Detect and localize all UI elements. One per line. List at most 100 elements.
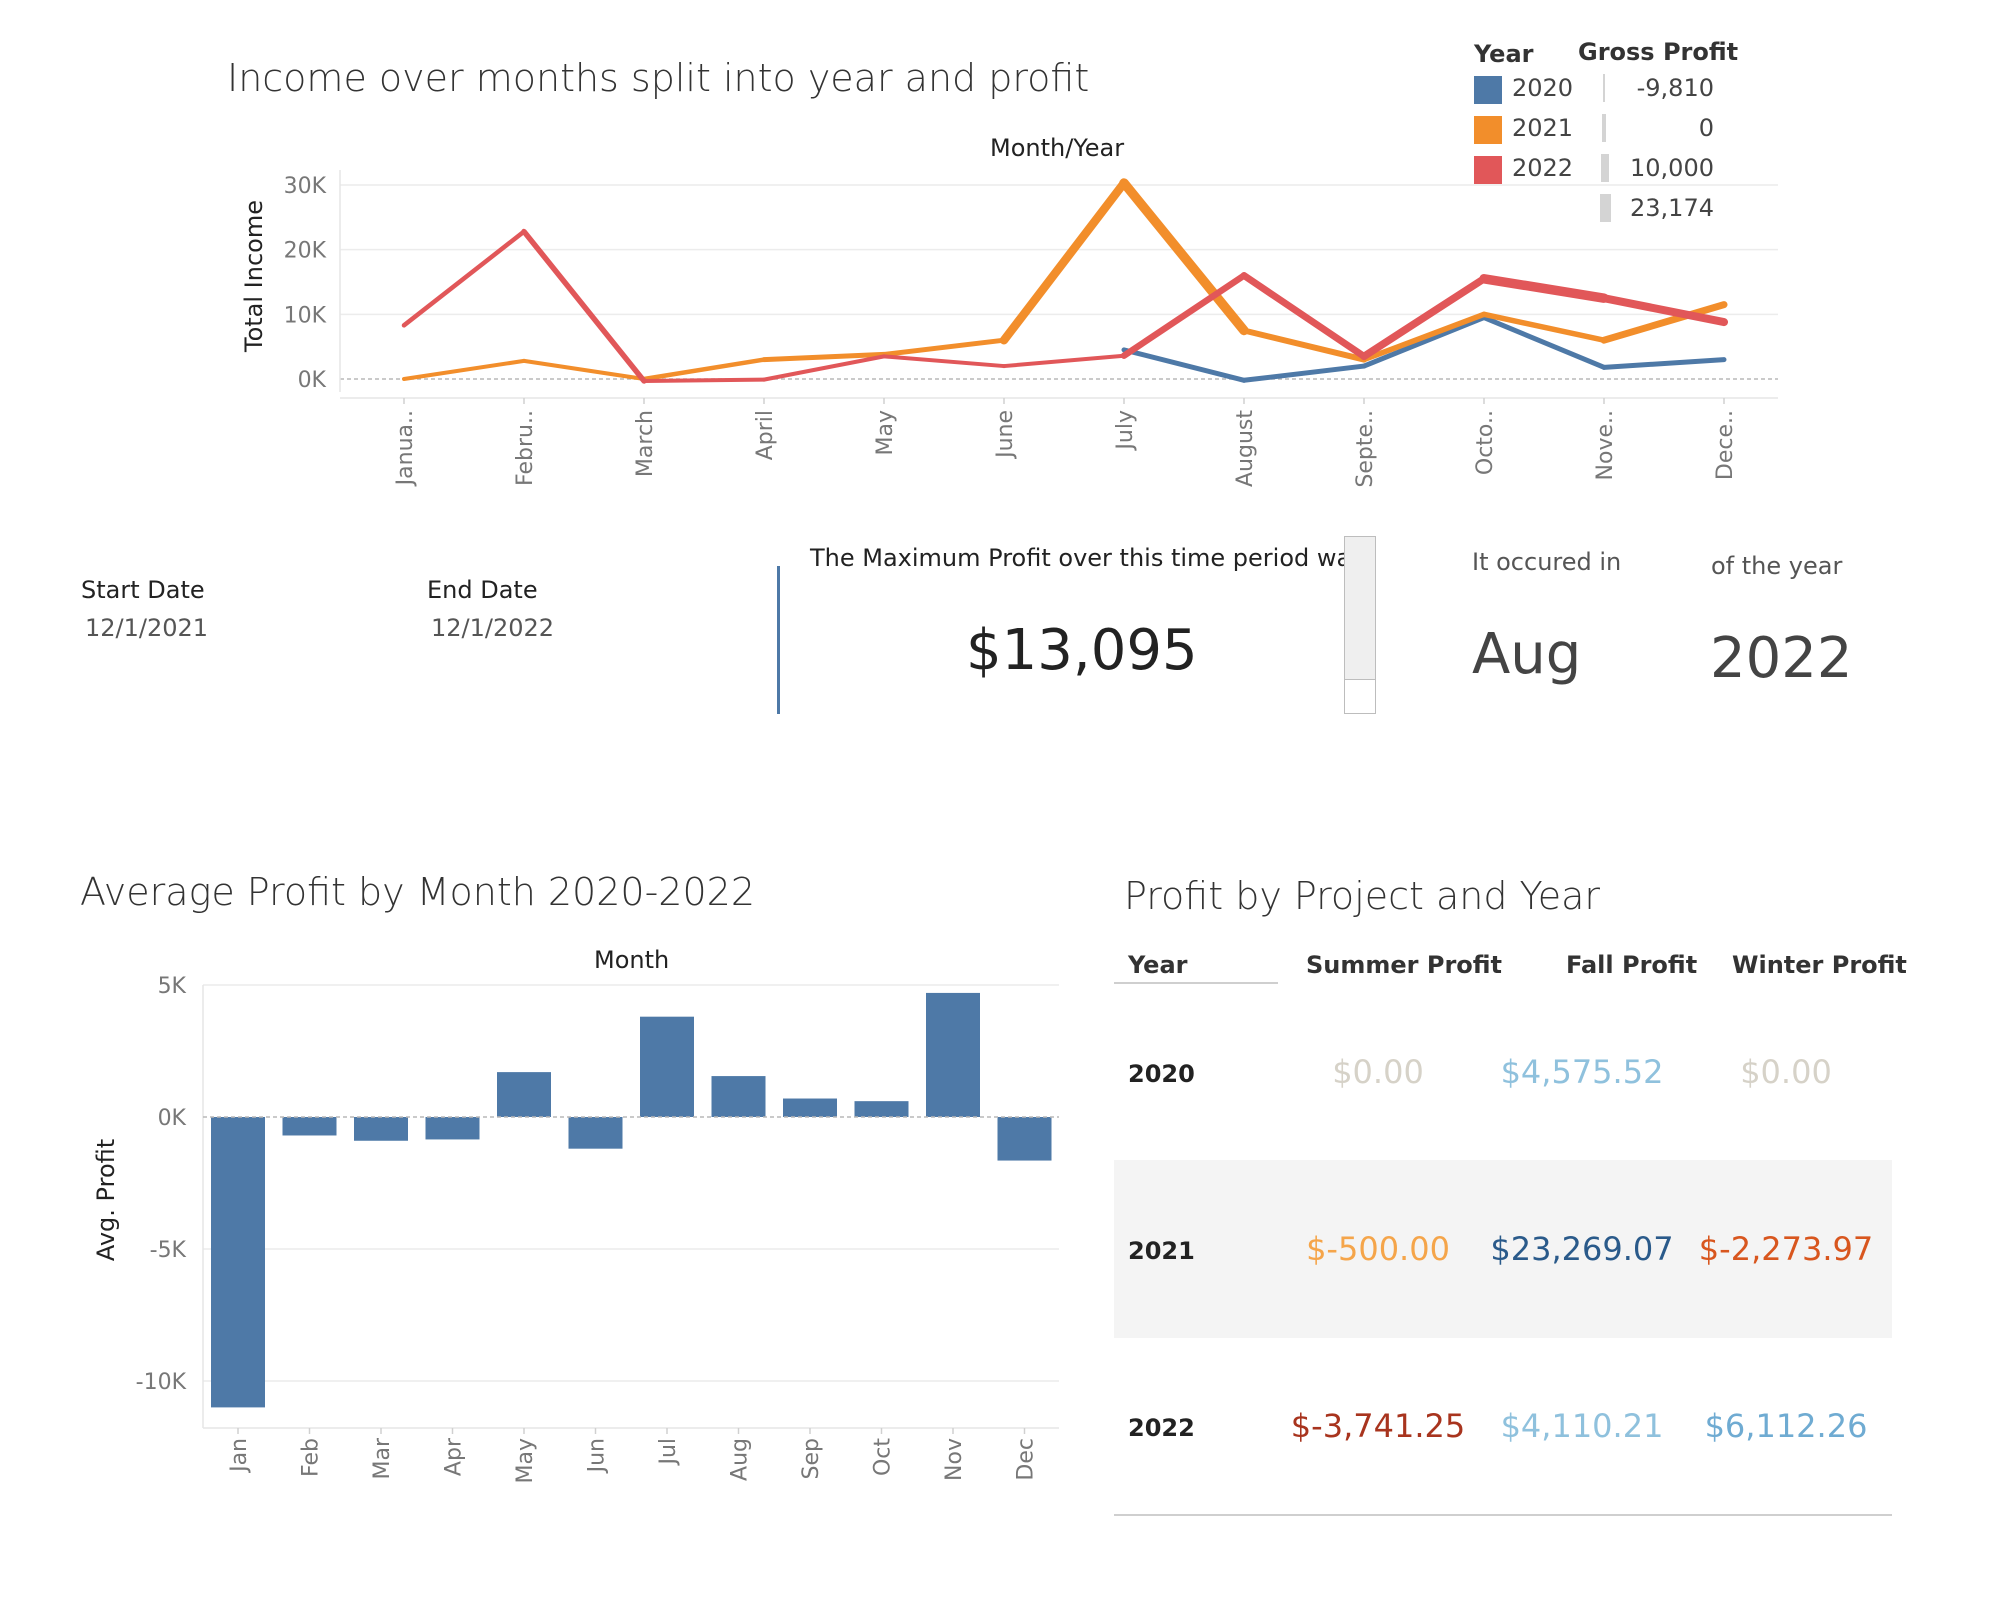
year-label: of the year — [1711, 552, 1843, 580]
legend-year-title: Year — [1474, 40, 1534, 68]
line-segment-2021[interactable] — [761, 351, 887, 363]
y-tick-label: -10K — [136, 1370, 187, 1395]
table-row-band — [1114, 1160, 1892, 1338]
gross-profit-size-3 — [1601, 154, 1609, 182]
x-tick-label: July — [1113, 410, 1138, 452]
table-title: Profit by Project and Year — [1124, 874, 1601, 918]
bar-jul[interactable] — [640, 1016, 694, 1117]
line-segment-2021[interactable] — [402, 358, 526, 381]
income-line-chart: 0K 10K 20K 30K Total Income Janua.. Febru.. Mar… — [240, 170, 1778, 488]
y-tick-label: 30K — [284, 174, 327, 199]
x-tick-label: Jun — [585, 1438, 610, 1474]
x-tick-label: Nov — [942, 1438, 967, 1481]
line-segment-2021[interactable] — [881, 337, 1007, 357]
bar-nov[interactable] — [926, 992, 980, 1117]
table-cell-fall: $4,110.21 — [1500, 1407, 1664, 1445]
x-tick-label: May — [513, 1438, 538, 1483]
x-tick-label: Aug — [728, 1438, 753, 1481]
table-cell-summer: $-3,741.25 — [1290, 1407, 1466, 1445]
y-tick-label: -5K — [150, 1238, 187, 1263]
occurred-month: Aug — [1472, 622, 1582, 687]
gross-profit-value-4: 23,174 — [1630, 194, 1714, 222]
y-tick-label: 5K — [158, 974, 187, 999]
table-cell-fall: $4,575.52 — [1500, 1053, 1664, 1091]
table-cell-winter: $6,112.26 — [1704, 1407, 1868, 1445]
start-date-value[interactable]: 12/1/2021 — [85, 614, 209, 642]
bar-chart-title: Average Profit by Month 2020-2022 — [80, 870, 756, 914]
line-segment-2022[interactable] — [882, 354, 1006, 369]
table-cell-summer: $0.00 — [1332, 1053, 1424, 1091]
bar-jan[interactable] — [211, 1117, 265, 1408]
y-axis-label: Total Income — [240, 200, 268, 353]
x-tick-label: Feb — [299, 1438, 324, 1477]
line-segment-2020[interactable] — [1241, 363, 1367, 383]
line-segment-2021[interactable] — [1241, 327, 1367, 363]
line-segment-2020[interactable] — [1361, 315, 1487, 369]
x-tick-label: June — [993, 410, 1018, 460]
x-tick-label: Mar — [370, 1437, 395, 1479]
bar-may[interactable] — [497, 1072, 551, 1117]
line-segment-2022[interactable] — [1479, 274, 1609, 303]
table-header-year: Year — [1128, 951, 1188, 979]
x-tick-label: Apr — [442, 1437, 467, 1476]
bar-apr[interactable] — [425, 1117, 480, 1140]
gross-profit-value-2: 0 — [1698, 114, 1714, 142]
table-cell-winter: $-2,273.97 — [1698, 1230, 1874, 1268]
line-segment-2021[interactable] — [641, 357, 767, 382]
line-segment-2022[interactable] — [1120, 272, 1248, 359]
line-segment-2020[interactable] — [1601, 357, 1727, 370]
legend-profit-title: Gross Profit — [1578, 38, 1739, 66]
line-segment-2020[interactable] — [1481, 315, 1607, 370]
bar-aug[interactable] — [711, 1076, 766, 1117]
x-tick-label: March — [633, 410, 658, 477]
line-segment-2021[interactable] — [1361, 311, 1487, 363]
line-segment-2021[interactable] — [999, 178, 1129, 345]
line-segment-2020[interactable] — [1121, 347, 1247, 383]
line-segment-2022[interactable] — [1002, 353, 1126, 369]
end-date-value[interactable]: 12/1/2022 — [431, 614, 555, 642]
gross-profit-size-4 — [1600, 194, 1611, 222]
legend-label-2022: 2022 — [1512, 154, 1574, 182]
x-tick-label: Dec — [1014, 1438, 1039, 1481]
table-cell-summer: $-500.00 — [1306, 1230, 1450, 1268]
gross-profit-value-1: -9,810 — [1636, 74, 1714, 102]
line-segment-2022[interactable] — [762, 354, 886, 382]
line-segment-2021[interactable] — [1119, 178, 1249, 336]
x-tick-label: August — [1233, 410, 1258, 487]
legend-label-2021: 2021 — [1512, 114, 1574, 142]
table-header-summer: Summer Profit — [1306, 951, 1503, 979]
line-segment-2021[interactable] — [522, 358, 646, 381]
legend-swatch-2020 — [1474, 76, 1502, 104]
gross-profit-size-2 — [1602, 114, 1606, 142]
kpi-scrollbar-thumb[interactable] — [1345, 537, 1375, 680]
x-tick-label: April — [753, 410, 778, 460]
bar-mar[interactable] — [354, 1117, 408, 1141]
bar-chart-column-header: Month — [594, 946, 670, 974]
legend-swatch-2022 — [1474, 156, 1502, 184]
bar-sep[interactable] — [783, 1098, 837, 1117]
x-tick-label: Dece.. — [1713, 410, 1738, 480]
bar-oct[interactable] — [854, 1101, 909, 1117]
line-segment-2021[interactable] — [1481, 311, 1607, 343]
line-segment-2021[interactable] — [1600, 301, 1728, 344]
x-tick-label: Septe.. — [1353, 410, 1378, 488]
bar-jun[interactable] — [568, 1117, 623, 1149]
table-header-winter: Winter Profit — [1732, 951, 1907, 979]
legend-label-2020: 2020 — [1512, 74, 1574, 102]
line-segment-2022[interactable] — [1360, 275, 1488, 361]
avg-profit-bar-chart: Jan Feb Mar Apr May Jun Jul Aug Sep Oct Nov Dec 5K 0K… — [92, 974, 1059, 1483]
y-axis-label: Avg. Profit — [92, 1139, 120, 1261]
line-segment-2022[interactable] — [401, 229, 527, 328]
occurred-label: It occured in — [1472, 548, 1622, 576]
max-profit-value: $13,095 — [966, 618, 1198, 683]
line-segment-2022[interactable] — [1600, 294, 1728, 327]
bar-feb[interactable] — [282, 1117, 337, 1136]
line-segment-2022[interactable] — [1240, 272, 1368, 360]
line-segment-2022[interactable] — [521, 228, 647, 384]
y-tick-label: 20K — [284, 239, 327, 264]
line-segment-2022[interactable] — [642, 377, 766, 383]
gross-profit-value-3: 10,000 — [1630, 154, 1714, 182]
bar-dec[interactable] — [997, 1117, 1052, 1161]
x-tick-label: Febru.. — [513, 410, 538, 486]
kpi-scrollbar[interactable] — [1344, 536, 1376, 714]
